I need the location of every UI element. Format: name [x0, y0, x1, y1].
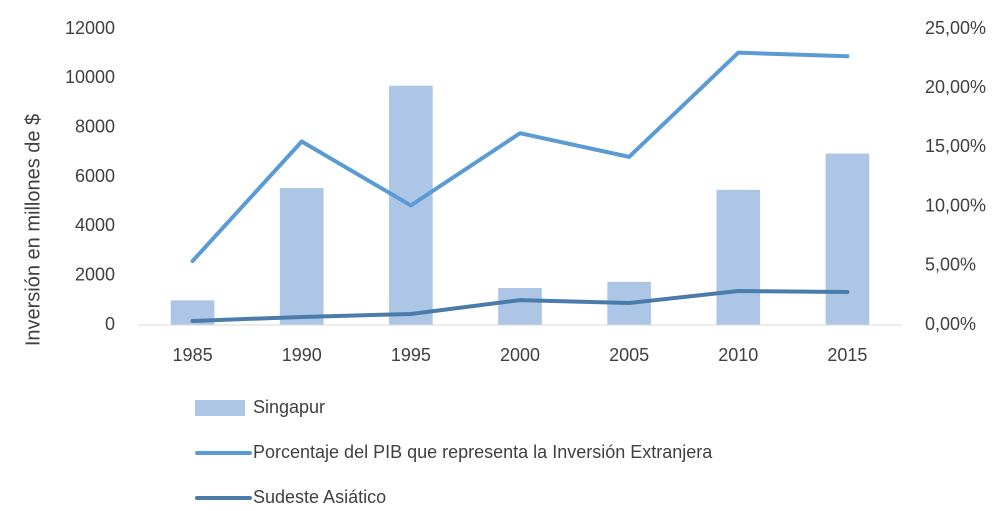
y-tick-label: 6000 — [75, 166, 115, 186]
x-tick-label: 2005 — [609, 345, 649, 365]
legend-label: Sudeste Asiático — [253, 487, 386, 506]
y-tick-label: 10000 — [65, 67, 115, 87]
y2-tick-label: 15,00% — [925, 136, 986, 156]
y2-tick-label: 0,00% — [925, 314, 976, 334]
bar — [716, 189, 761, 325]
y-tick-label: 4000 — [75, 215, 115, 235]
x-tick-label: 1995 — [391, 345, 431, 365]
bar — [498, 288, 542, 325]
y-tick-label: 8000 — [75, 116, 115, 136]
x-tick-label: 2015 — [827, 345, 867, 365]
y-tick-label: 12000 — [65, 18, 115, 38]
legend-swatch — [195, 400, 245, 416]
bar — [279, 188, 324, 325]
legend-label: Porcentaje del PIB que representa la Inv… — [253, 442, 713, 462]
y-tick-label: 2000 — [75, 264, 115, 284]
x-tick-label: 1985 — [173, 345, 213, 365]
y2-tick-label: 10,00% — [925, 195, 986, 215]
y2-tick-label: 5,00% — [925, 255, 976, 275]
x-tick-label: 2000 — [500, 345, 540, 365]
line — [190, 289, 850, 323]
bar — [825, 153, 870, 325]
y2-tick-label: 25,00% — [925, 18, 986, 38]
y-axis-label: Inversión en millones de $ — [22, 114, 44, 346]
line — [190, 50, 850, 264]
x-tick-label: 2010 — [718, 345, 758, 365]
y-tick-label: 0 — [105, 314, 115, 334]
legend-label: Singapur — [253, 397, 325, 417]
y2-tick-label: 20,00% — [925, 77, 986, 97]
x-tick-label: 1990 — [282, 345, 322, 365]
